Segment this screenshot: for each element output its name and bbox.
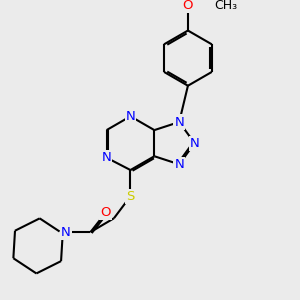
Text: N: N [61, 226, 70, 238]
Text: N: N [174, 116, 184, 128]
Text: N: N [190, 137, 200, 150]
Text: S: S [126, 190, 135, 203]
Text: N: N [126, 110, 135, 123]
Text: O: O [100, 206, 111, 219]
Text: N: N [102, 151, 111, 164]
Text: N: N [174, 158, 184, 171]
Text: O: O [183, 0, 193, 12]
Text: CH₃: CH₃ [214, 0, 238, 12]
